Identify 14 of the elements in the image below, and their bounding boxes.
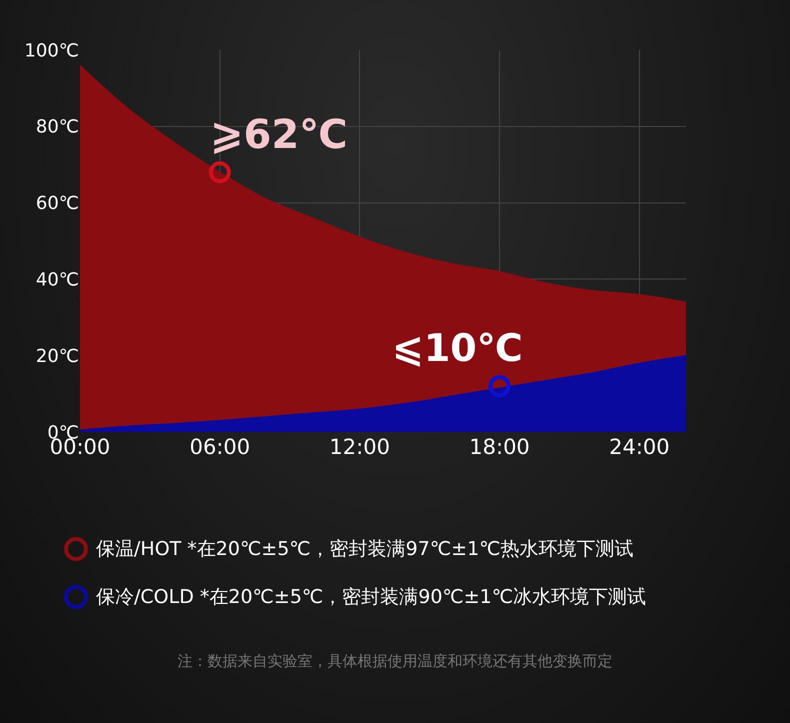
text: 注：数据来自实验室，具体根据使用温度和环境还有其他变换而定 <box>176 652 614 671</box>
y-tick-label: 60℃ <box>36 193 79 214</box>
annotation: ⩾62℃ <box>210 112 348 158</box>
y-tick-label: 20℃ <box>36 346 79 367</box>
annotation: ⩽10℃ <box>392 326 523 370</box>
y-tick-label: 80℃ <box>36 116 79 138</box>
x-tick-label: 06:00 <box>190 435 250 459</box>
x-tick-label: 12:00 <box>329 435 390 459</box>
y-tick-label: 40℃ <box>36 270 79 290</box>
x-tick-label: 18:00 <box>469 435 530 459</box>
legend-label: 保温/HOT *在20℃±5℃，密封装满97℃±1℃热水环境下测试 <box>96 537 634 562</box>
legend-label: 保冷/COLD *在20℃±5℃，密封装满90℃±1℃冰水环境下测试 <box>96 585 646 610</box>
x-tick-label: 24:00 <box>609 435 670 459</box>
y-tick-label: 100℃ <box>24 40 79 62</box>
